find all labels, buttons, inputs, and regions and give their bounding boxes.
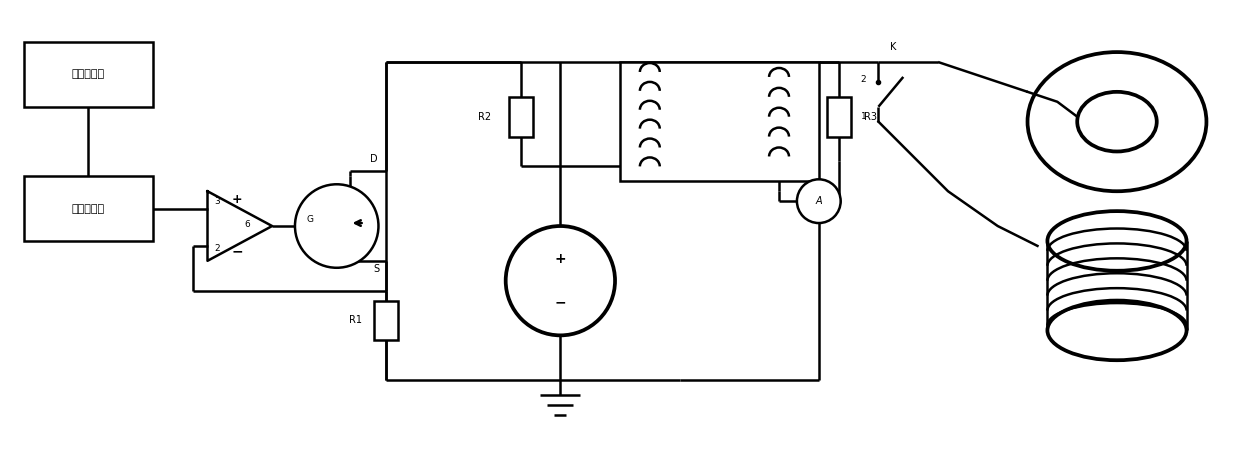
Circle shape	[797, 179, 841, 223]
Circle shape	[506, 226, 615, 335]
Text: R1: R1	[348, 315, 362, 325]
Text: −: −	[554, 296, 567, 310]
Text: +: +	[232, 193, 243, 206]
Text: +: +	[554, 252, 567, 266]
Text: −: −	[232, 244, 243, 258]
Text: 2: 2	[215, 244, 221, 254]
Text: 调制信号源: 调制信号源	[72, 70, 105, 79]
Bar	[508, 97, 532, 136]
Bar	[24, 42, 153, 107]
Text: 2: 2	[861, 76, 867, 84]
Circle shape	[295, 184, 378, 268]
Text: K: K	[890, 42, 897, 52]
Text: R3: R3	[863, 112, 877, 122]
Bar	[374, 301, 398, 340]
Text: G: G	[306, 214, 314, 224]
Text: D: D	[370, 154, 377, 165]
Text: 6: 6	[244, 219, 250, 229]
Text: R2: R2	[477, 112, 491, 122]
Bar	[620, 62, 818, 181]
Text: 载波信号源: 载波信号源	[72, 204, 105, 213]
Text: 1: 1	[861, 112, 867, 121]
Text: A: A	[816, 196, 822, 206]
Bar	[24, 176, 153, 241]
Bar	[827, 97, 851, 136]
Text: S: S	[373, 264, 379, 274]
Text: 3: 3	[215, 197, 221, 206]
